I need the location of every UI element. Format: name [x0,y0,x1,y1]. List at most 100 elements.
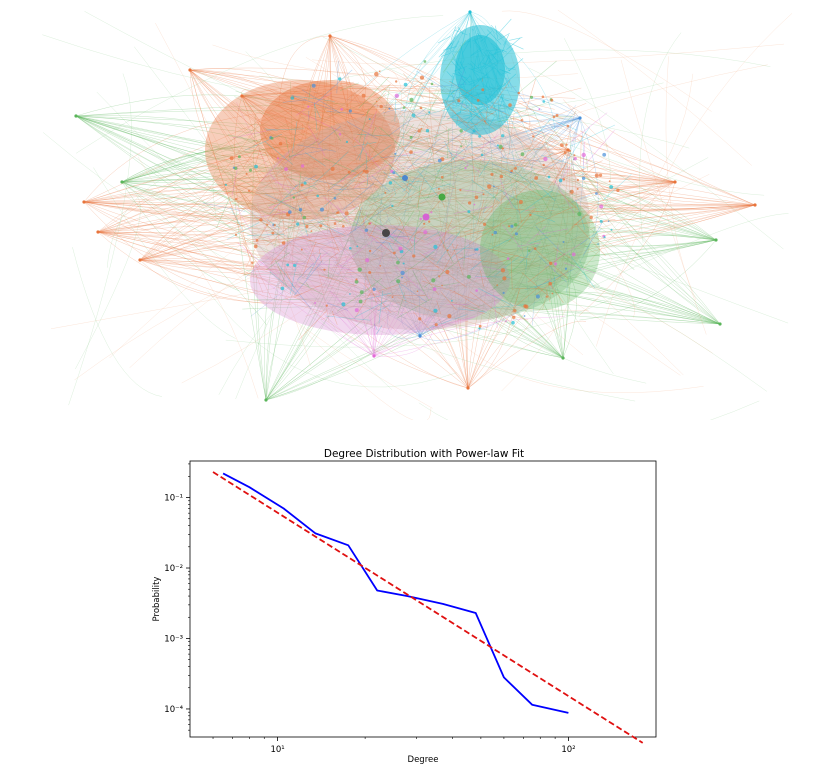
network-edge [413,311,443,344]
network-edge [448,244,470,261]
network-edge [340,149,569,273]
network-node [545,295,548,298]
network-edge [359,133,366,161]
network-edge [444,184,469,389]
network-edge [578,181,676,316]
network-node [566,124,570,128]
network-node [391,296,394,298]
network-edge [304,152,326,167]
network-node [445,270,450,274]
network-node [595,192,598,195]
network-edge [460,104,497,131]
network-edge [555,185,756,208]
network-edge [532,239,717,248]
network-edge [189,69,367,270]
network-edge [467,136,535,389]
network-edge [367,174,421,337]
network-edge [532,117,552,141]
network-edge [463,40,470,46]
network-edge [273,117,581,289]
network-edge [571,206,598,228]
network-node [464,167,467,170]
network-edge [337,117,581,275]
network-edge [425,231,440,240]
network-edge [75,115,392,208]
network-node [534,176,539,180]
network-edge [251,204,756,242]
network-node [431,278,436,283]
network-node [459,129,463,133]
network-node [358,299,363,304]
network-node [490,172,494,176]
network-edge [121,181,268,326]
network-edge [72,247,163,397]
network-edge [458,140,467,153]
network-edge [327,144,469,389]
network-edge [488,94,493,101]
network-node [483,222,487,226]
network-edge [499,68,510,74]
network-edge [469,108,481,118]
network-node [446,249,449,252]
network-edge [375,224,412,253]
network-edge [275,259,287,286]
network-edge [241,95,440,147]
network-node [411,113,416,118]
network-edge [75,102,443,117]
network-edge [469,76,484,90]
network-edge [250,117,581,317]
network-edge [369,316,378,342]
network-edge [507,67,516,70]
network-edge [109,141,457,359]
network-edge [404,189,409,192]
network-edge [488,116,495,128]
network-edge [371,228,398,255]
network-edge [536,228,569,236]
network-edge [75,115,581,198]
x-axis-label: Degree [408,755,439,765]
network-node [347,170,351,174]
network-edge [416,70,444,89]
network-node [474,248,477,251]
network-edge [121,181,557,198]
network-edge [404,11,471,81]
network-edge [581,177,721,325]
network-edge [315,100,564,359]
network-edge [369,234,404,247]
network-node [510,169,513,173]
network-edge [240,192,253,213]
network-edge [75,115,306,278]
network-node [300,164,305,168]
network-edge [42,132,636,402]
peripheral-hub-node [188,68,192,72]
network-edge [593,235,635,270]
network-edge [139,259,309,304]
network-edge [349,206,359,210]
network-node [419,75,425,80]
network-node [361,93,366,98]
network-edge [514,278,550,307]
network-edge [479,292,564,359]
network-edge [503,104,518,114]
network-edge [356,141,369,160]
network-edge [418,150,439,168]
network-node [417,129,421,133]
network-edge [247,233,285,236]
network-node [288,210,292,214]
network-edge [97,231,334,288]
network-edge [425,301,704,394]
network-node [372,287,376,291]
network-node [416,290,419,293]
network-edge [441,89,456,105]
network-edge [352,144,392,173]
network-edge [500,73,517,88]
network-edge [395,11,471,98]
network-edge [620,59,707,335]
network-edge [500,160,524,169]
network-edge [470,119,479,132]
network-node [249,168,252,172]
network-edge [139,259,437,316]
network-node [523,315,526,317]
network-node [224,183,227,186]
network-edge [355,87,387,108]
